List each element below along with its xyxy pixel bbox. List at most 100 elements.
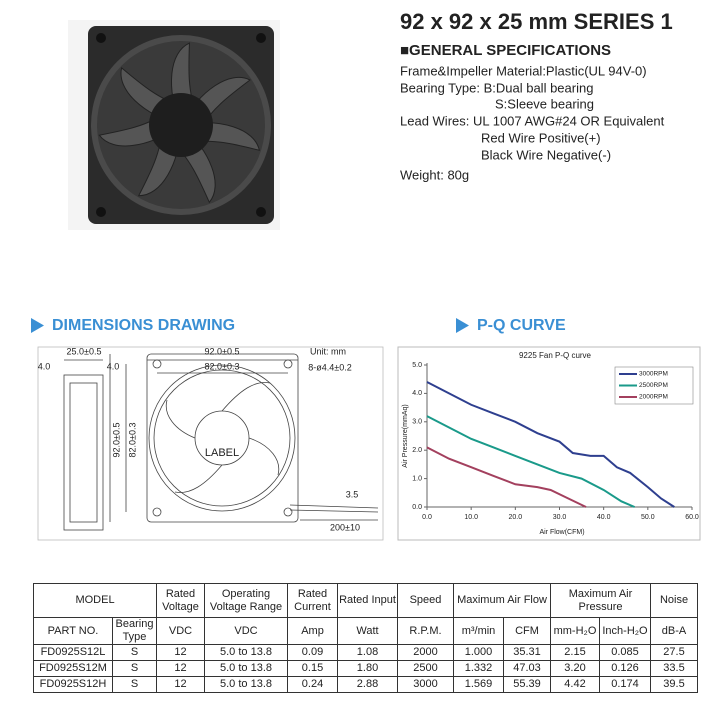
- spec-line: Lead Wires: UL 1007 AWG#24 OR Equivalent: [400, 113, 665, 128]
- dimension-label: 200±10: [330, 522, 360, 532]
- table-cell: 55.39: [503, 676, 551, 693]
- table-cell: Rated Voltage: [156, 583, 205, 618]
- table-cell: 1.08: [337, 644, 398, 661]
- legend-label: 3000RPM: [639, 371, 668, 378]
- y-tick-label: 3.0: [412, 419, 422, 426]
- chart-frame: [397, 346, 701, 541]
- spec-line: Red Wire Positive(+): [481, 130, 601, 145]
- y-tick-label: 5.0: [412, 362, 422, 369]
- table-cell: VDC: [156, 617, 205, 645]
- table-cell: Inch-H₂O: [599, 617, 651, 645]
- y-tick-label: 0.0: [412, 504, 422, 511]
- pq-curve: [426, 381, 675, 508]
- table-cell: 47.03: [503, 660, 551, 677]
- dimension-label: 92.0±0.5: [111, 423, 121, 458]
- table-cell: Noise: [650, 583, 698, 618]
- table-cell: 27.5: [650, 644, 698, 661]
- x-tick-label: 30.0: [553, 514, 567, 521]
- spec-table: MODEL Rated Voltage Operating Voltage Rang…: [33, 583, 698, 693]
- table-cell: 33.5: [650, 660, 698, 677]
- table-cell: 1.569: [453, 676, 504, 693]
- table-cell: Speed: [397, 583, 454, 618]
- table-cell: S: [112, 660, 157, 677]
- spec-line: S:Sleeve bearing: [495, 96, 594, 111]
- table-cell: 0.085: [599, 644, 651, 661]
- table-cell: FD0925S12L: [33, 644, 113, 661]
- table-cell: FD0925S12M: [33, 660, 113, 677]
- dimension-label: LABEL: [205, 447, 239, 459]
- pq-curve: [426, 415, 635, 508]
- x-tick-label: 20.0: [509, 514, 523, 521]
- table-cell: 2.88: [337, 676, 398, 693]
- title: 92 x 92 x 25 mm SERIES 1: [400, 9, 673, 34]
- table-cell: S: [112, 644, 157, 661]
- table-cell: Amp: [287, 617, 338, 645]
- dimension-label: 25.0±0.5: [67, 346, 102, 356]
- table-cell: Operating Voltage Range: [204, 583, 288, 618]
- dimension-label: 8-ø4.4±0.2: [308, 362, 351, 372]
- y-tick-label: 2.0: [412, 447, 422, 454]
- chart-title: 9225 Fan P-Q curve: [519, 351, 592, 360]
- table-cell: 4.42: [550, 676, 600, 693]
- table-cell: PART NO.: [33, 617, 113, 645]
- legend-label: 2500RPM: [639, 382, 668, 389]
- table-cell: 1.000: [453, 644, 504, 661]
- x-tick-label: 50.0: [641, 514, 655, 521]
- y-axis-label: Air Pressure(mmAq): [402, 404, 409, 467]
- table-cell: FD0925S12H: [33, 676, 113, 693]
- table-cell: S: [112, 676, 157, 693]
- spec-heading: ■GENERAL SPECIFICATIONS: [400, 42, 611, 59]
- legend-label: 2000RPM: [639, 394, 668, 401]
- y-tick-label: 1.0: [412, 475, 422, 482]
- dimension-label: 4.0: [38, 361, 51, 371]
- table-cell: 12: [156, 660, 205, 677]
- section-heading: P-Q CURVE: [477, 317, 566, 334]
- table-cell: 5.0 to 13.8: [204, 676, 288, 693]
- table-cell: 2.15: [550, 644, 600, 661]
- table-cell: 39.5: [650, 676, 698, 693]
- table-cell: Rated Current: [287, 583, 338, 618]
- dimension-label: 82.0±0.3: [127, 423, 137, 458]
- dimension-drawing: [37, 346, 384, 541]
- table-cell: 0.126: [599, 660, 651, 677]
- section-heading: DIMENSIONS DRAWING: [52, 317, 235, 334]
- table-cell: 2000: [397, 644, 454, 661]
- table-cell: 3.20: [550, 660, 600, 677]
- table-cell: 1.332: [453, 660, 504, 677]
- spec-line: Weight: 80g: [400, 167, 469, 182]
- table-cell: 12: [156, 644, 205, 661]
- table-cell: 0.09: [287, 644, 338, 661]
- y-tick-label: 4.0: [412, 390, 422, 397]
- table-cell: 3000: [397, 676, 454, 693]
- x-tick-label: 60.0: [685, 514, 699, 521]
- dimension-label: 3.5: [346, 489, 359, 499]
- table-cell: 12: [156, 676, 205, 693]
- table-cell: Bearing Type: [112, 617, 157, 645]
- table-cell: 1.80: [337, 660, 398, 677]
- spec-line: Bearing Type: B:Dual ball bearing: [400, 80, 593, 95]
- table-cell: Rated Input: [337, 583, 398, 618]
- fan-photo: [68, 20, 280, 230]
- table-cell: 0.15: [287, 660, 338, 677]
- pq-curve: [426, 446, 587, 508]
- table-cell: MODEL: [33, 583, 157, 618]
- table-cell: VDC: [204, 617, 288, 645]
- x-tick-label: 0.0: [422, 514, 432, 521]
- dimension-label: 4.0: [107, 361, 120, 371]
- table-cell: 2500: [397, 660, 454, 677]
- table-cell: 0.174: [599, 676, 651, 693]
- table-cell: mm-H₂O: [550, 617, 600, 645]
- arrow-icon: [456, 318, 469, 333]
- spec-line: Frame&Impeller Material:Plastic(UL 94V-0…: [400, 63, 647, 78]
- dimension-label: 82.0±0.3: [205, 361, 240, 371]
- x-tick-label: 40.0: [597, 514, 611, 521]
- table-cell: Maximum Air Flow: [453, 583, 551, 618]
- table-cell: R.P.M.: [397, 617, 454, 645]
- dimension-label: Unit: mm: [310, 346, 346, 356]
- table-cell: 5.0 to 13.8: [204, 644, 288, 661]
- table-cell: dB-A: [650, 617, 698, 645]
- table-cell: CFM: [503, 617, 551, 645]
- table-cell: Maximum Air Pressure: [550, 583, 651, 618]
